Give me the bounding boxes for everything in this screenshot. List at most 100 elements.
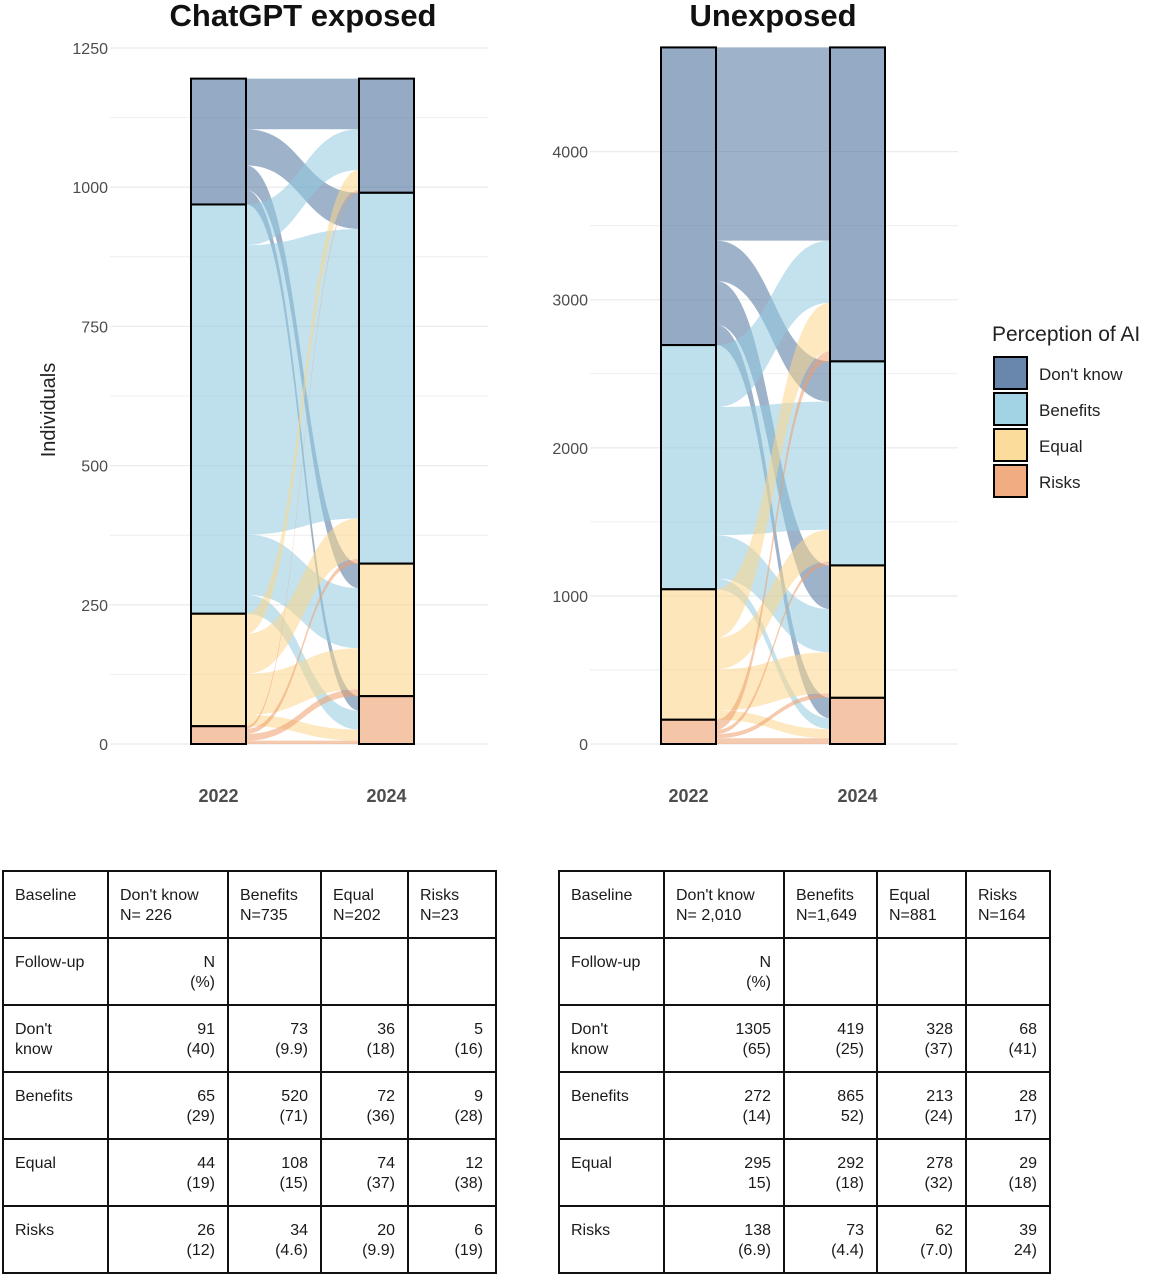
- cell-line: 29: [1019, 1155, 1037, 1172]
- stratum-2022-don-t-know: [190, 77, 247, 206]
- flow-benefits-to-don-t-know: [246, 129, 359, 246]
- cell-line: (36): [366, 1108, 395, 1125]
- y-tick-label: 1000: [72, 180, 108, 197]
- table-cell: Risks N=23: [407, 870, 497, 939]
- cell-line: (7.0): [920, 1242, 953, 1259]
- legend-swatch-equal: [993, 428, 1028, 462]
- table-cell: 68 (41): [965, 1004, 1051, 1073]
- x-tick-label: 2022: [668, 786, 708, 806]
- cell-line: 34: [290, 1222, 308, 1239]
- table-row: Follow-up N (%): [558, 937, 1051, 1006]
- y-axis-label: Individuals: [38, 363, 60, 458]
- stratum-2022-equal: [190, 612, 247, 728]
- cell-line: Don't know: [676, 887, 755, 904]
- cell-line: (19): [186, 1175, 215, 1192]
- table-row: Don't know 1305 (65) 419 (25) 328 (37) 68 (41): [558, 1004, 1051, 1073]
- flow-risks-to-benefits: [246, 558, 359, 734]
- cell-line: (41): [1008, 1041, 1037, 1058]
- table-cell: 278 (32): [876, 1138, 967, 1207]
- cell-line: 213: [926, 1088, 953, 1105]
- cell-line: (24): [924, 1108, 953, 1125]
- row-label-cell: Equal: [2, 1138, 109, 1207]
- table-cell: 72 (36): [320, 1071, 409, 1140]
- row-label-cell: Follow-up: [2, 937, 109, 1006]
- cell-line: N=735: [240, 907, 288, 924]
- table-cell: [407, 937, 497, 1006]
- x-axis: 2022 2024: [668, 786, 877, 806]
- table-cell: 28 17): [965, 1071, 1051, 1140]
- table-cell: 73 (4.4): [783, 1205, 878, 1274]
- stratum-2024-benefits: [829, 360, 886, 567]
- stratum-2024-equal: [829, 564, 886, 699]
- cell-line: (14): [742, 1108, 771, 1125]
- crosstab-exposed: Baseline Don't know N= 226 Benefits N=735 Equ…: [2, 870, 497, 1274]
- table-cell: Benefits N=735: [227, 870, 322, 939]
- flow-don-t-know-to-don-t-know: [716, 47, 830, 241]
- table-cell: 73 (9.9): [227, 1004, 322, 1073]
- table-cell: 74 (37): [320, 1138, 409, 1207]
- flow-equal-to-don-t-know: [716, 302, 830, 638]
- stratum-2024-risks: [829, 696, 886, 745]
- cell-line: 74: [377, 1155, 395, 1172]
- cell-line: 62: [935, 1222, 953, 1239]
- table-cell: 39 24): [965, 1205, 1051, 1274]
- row-label-cell: Equal: [558, 1138, 665, 1207]
- stratum-2022-equal: [660, 588, 717, 721]
- flow-benefits-to-risks: [716, 578, 830, 730]
- table-row: Risks 26 (12) 34 (4.6) 20 (9.9) 6 (19): [2, 1205, 497, 1274]
- cell-line: 108: [281, 1155, 308, 1172]
- table-cell: 36 (18): [320, 1004, 409, 1073]
- table-row: Risks 138 (6.9) 73 (4.4) 62 (7.0) 39 24): [558, 1205, 1051, 1274]
- stratum-2022-benefits: [190, 203, 247, 615]
- cell-line: 5: [474, 1021, 483, 1038]
- cell-line: Equal: [333, 887, 374, 904]
- cell-line: (29): [186, 1108, 215, 1125]
- cell-line: 39: [1019, 1222, 1037, 1239]
- chart-panel-unexposed: 0 1000 2000 3000 4000 2022 2024 Unexposed: [552, 0, 958, 806]
- table-cell: 520 (71): [227, 1071, 322, 1140]
- table-cell: Benefits N=1,649: [783, 870, 878, 939]
- row-label-cell: Don't know: [558, 1004, 665, 1073]
- flow-equal-to-don-t-know: [246, 169, 359, 634]
- alluvial-charts: 0 250 500 750 1000 1250 2022 2024 ChatGPT expose…: [38, 0, 1140, 806]
- cell-line: 28: [1019, 1088, 1037, 1105]
- table-cell: 419 (25): [783, 1004, 878, 1073]
- legend-title: Perception of AI: [992, 323, 1140, 346]
- table-cell: 91 (40): [107, 1004, 229, 1073]
- cell-line: (4.6): [275, 1242, 308, 1259]
- cell-line: (18): [835, 1175, 864, 1192]
- flow-equal-to-risks: [246, 715, 359, 741]
- table-cell: 272 (14): [663, 1071, 785, 1140]
- table-cell: 62 (7.0): [876, 1205, 967, 1274]
- cell-line: 65: [197, 1088, 215, 1105]
- table-cell: N (%): [107, 937, 229, 1006]
- table-cell: 138 (6.9): [663, 1205, 785, 1274]
- table-row: Baseline Don't know N= 226 Benefits N=735 Equ…: [2, 870, 497, 939]
- chart-title: Unexposed: [689, 0, 856, 33]
- cell-line: (9.9): [362, 1242, 395, 1259]
- cell-line: (25): [835, 1041, 864, 1058]
- strata: [190, 77, 415, 745]
- x-tick-label: 2024: [837, 786, 877, 806]
- cell-line: Risks: [420, 887, 460, 904]
- cell-line: 292: [837, 1155, 864, 1172]
- cell-line: N=881: [889, 907, 937, 924]
- cell-line: Benefits: [571, 1088, 629, 1105]
- table-cell: 12 (38): [407, 1138, 497, 1207]
- row-label-cell: Risks: [2, 1205, 109, 1274]
- flow-don-t-know-to-don-t-know: [246, 78, 359, 130]
- table-cell: Don't know N= 2,010: [663, 870, 785, 939]
- cell-line: N: [203, 954, 215, 971]
- y-tick-label: 3000: [552, 293, 588, 310]
- table-cell: 9 (28): [407, 1071, 497, 1140]
- cell-line: (6.9): [738, 1242, 771, 1259]
- stratum-2022-benefits: [660, 344, 717, 591]
- y-tick-label: 2000: [552, 441, 588, 458]
- chart-title: ChatGPT exposed: [170, 0, 437, 33]
- flow-benefits-to-don-t-know: [716, 240, 830, 408]
- y-tick-label: 1250: [72, 41, 108, 58]
- table-cell: 34 (4.6): [227, 1205, 322, 1274]
- y-axis: 0 1000 2000 3000 4000: [552, 145, 588, 754]
- x-tick-label: 2024: [366, 786, 406, 806]
- cell-line: 1305: [735, 1021, 771, 1038]
